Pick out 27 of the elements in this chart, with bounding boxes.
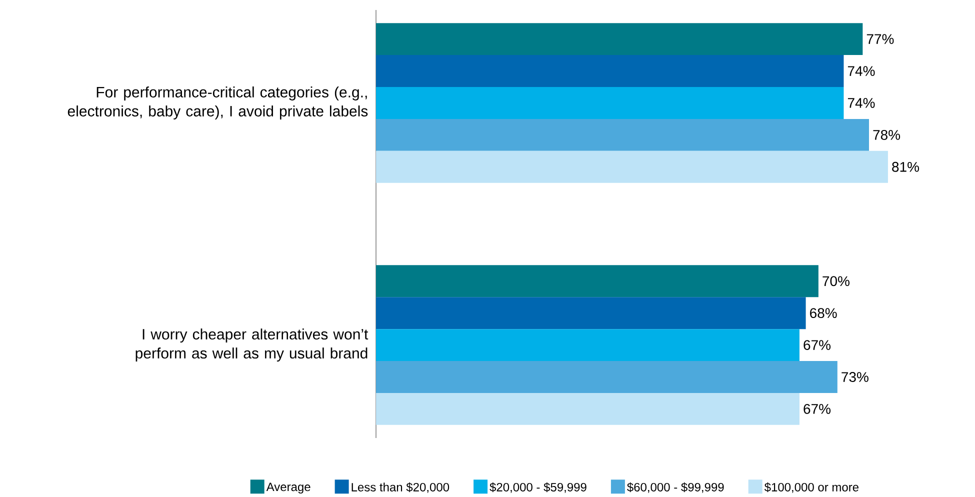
bar [376, 119, 869, 151]
data-label: 67% [804, 340, 831, 350]
bar [376, 150, 888, 183]
bar [376, 87, 844, 120]
data-label: 68% [810, 308, 837, 318]
legend-label: $20,000 - $59,999 [490, 482, 586, 493]
data-label: 73% [842, 372, 868, 382]
bar [376, 393, 800, 426]
bar [376, 297, 806, 330]
data-label: 78% [873, 130, 900, 140]
data-label: 74% [848, 66, 875, 76]
legend-label: $60,000 - $99,999 [627, 482, 724, 493]
y-tick-label: I worry cheaper alternatives won’t perform as well as my usual brand [136, 328, 368, 362]
data-label: 70% [822, 276, 850, 286]
bar [376, 55, 844, 88]
data-label: 67% [804, 404, 831, 414]
data-label: 77% [866, 34, 894, 44]
bar [376, 361, 838, 394]
data-label: 74% [848, 98, 875, 108]
bar [376, 265, 818, 298]
data-label: 81% [892, 162, 920, 172]
legend-label: $100,000 or more [764, 482, 858, 493]
bar [376, 23, 863, 56]
y-tick-label: For performance-critical categories (e.g., electronics, baby care), I avoid private labels [68, 86, 368, 120]
legend-label: Average [266, 482, 310, 494]
legend-label: Less than $20,000 [352, 482, 450, 493]
bar [376, 329, 800, 362]
